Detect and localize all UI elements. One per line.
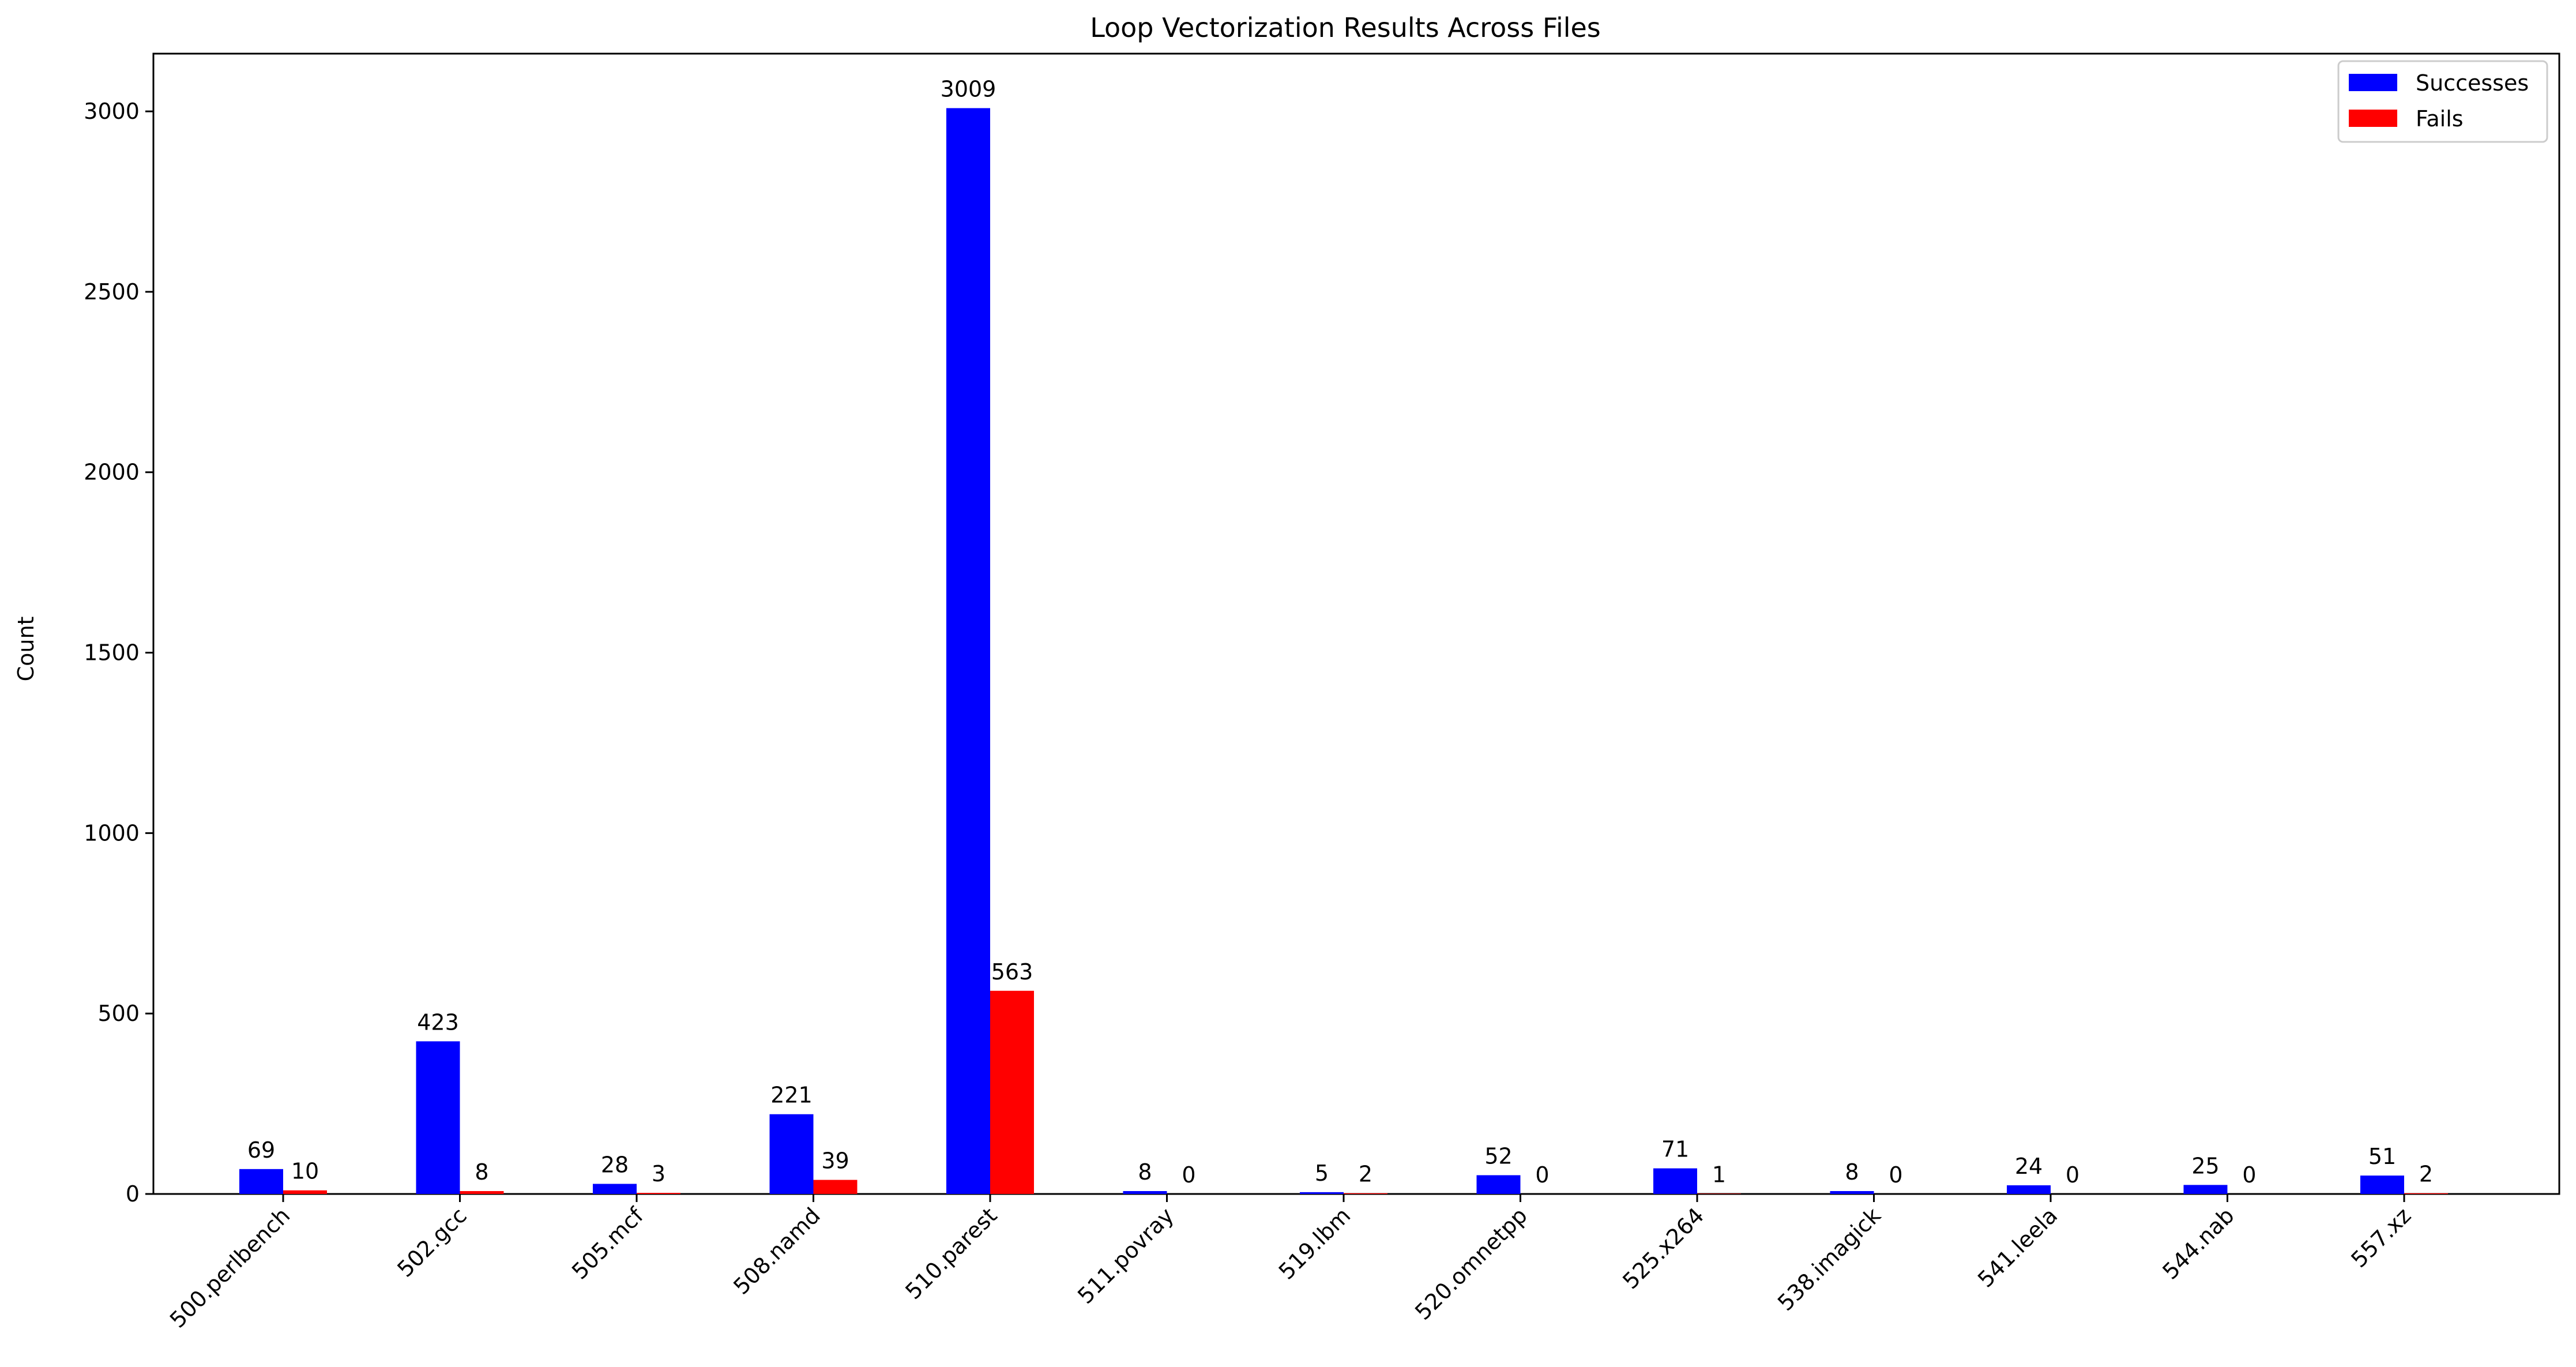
bar-successes xyxy=(1300,1192,1344,1194)
bar-fails xyxy=(460,1191,504,1194)
data-label: 39 xyxy=(821,1148,849,1174)
bar-successes xyxy=(593,1184,637,1194)
legend-label-successes: Successes xyxy=(2416,70,2529,96)
data-label: 3009 xyxy=(941,76,996,102)
bar-successes xyxy=(2007,1185,2051,1194)
y-tick-label: 3000 xyxy=(84,99,140,124)
bar-fails xyxy=(283,1190,327,1194)
data-label: 0 xyxy=(1182,1162,1195,1188)
bar-successes xyxy=(946,108,990,1194)
data-label: 5 xyxy=(1315,1161,1329,1186)
data-label: 71 xyxy=(1661,1137,1689,1162)
legend: Successes Fails xyxy=(2337,60,2548,143)
data-label: 2 xyxy=(2419,1162,2433,1187)
data-label: 8 xyxy=(475,1159,488,1185)
data-label: 1 xyxy=(1712,1162,1726,1187)
data-label: 221 xyxy=(770,1083,813,1108)
y-tick-label: 1500 xyxy=(84,640,140,666)
data-label: 28 xyxy=(601,1152,629,1177)
bar-fails xyxy=(2404,1193,2448,1194)
bar-successes xyxy=(416,1041,460,1194)
legend-swatch-successes xyxy=(2349,74,2397,91)
bar-successes xyxy=(1123,1191,1167,1194)
data-label: 3 xyxy=(652,1161,665,1186)
y-tick-label: 0 xyxy=(126,1181,140,1207)
legend-swatch-fails xyxy=(2349,110,2397,127)
y-tick-label: 1000 xyxy=(84,820,140,846)
bar-successes xyxy=(2360,1176,2404,1194)
data-label: 2 xyxy=(1359,1162,1372,1187)
data-label: 69 xyxy=(247,1137,275,1163)
bar-fails xyxy=(1344,1193,1387,1194)
legend-label-fails: Fails xyxy=(2416,106,2464,132)
data-label: 24 xyxy=(2015,1154,2043,1179)
data-label: 52 xyxy=(1484,1143,1512,1169)
data-label: 0 xyxy=(2242,1162,2256,1188)
bar-successes xyxy=(1830,1191,1874,1194)
data-label: 51 xyxy=(2368,1144,2396,1169)
data-label: 423 xyxy=(417,1009,459,1035)
data-label: 0 xyxy=(1535,1162,1549,1188)
bar-fails xyxy=(990,990,1034,1194)
data-label: 8 xyxy=(1845,1159,1859,1185)
bar-successes xyxy=(1653,1168,1697,1194)
data-label: 10 xyxy=(291,1159,319,1184)
y-tick-label: 500 xyxy=(97,1001,140,1026)
bar-successes xyxy=(2183,1185,2228,1194)
data-label: 0 xyxy=(2066,1162,2079,1188)
bar-successes xyxy=(769,1114,814,1194)
y-tick-label: 2500 xyxy=(84,279,140,305)
bar-fails xyxy=(813,1180,858,1194)
y-axis-label: Count xyxy=(13,617,39,682)
bar-successes xyxy=(239,1169,283,1194)
data-label: 25 xyxy=(2191,1153,2219,1178)
bar-fails xyxy=(637,1193,680,1194)
data-label: 0 xyxy=(1889,1162,1902,1188)
bar-fails xyxy=(1697,1193,1741,1194)
data-label: 563 xyxy=(991,959,1033,985)
y-tick-label: 2000 xyxy=(84,460,140,485)
chart-title: Loop Vectorization Results Across Files xyxy=(1090,12,1601,43)
bar-successes xyxy=(1476,1175,1521,1194)
data-label: 8 xyxy=(1138,1159,1152,1185)
